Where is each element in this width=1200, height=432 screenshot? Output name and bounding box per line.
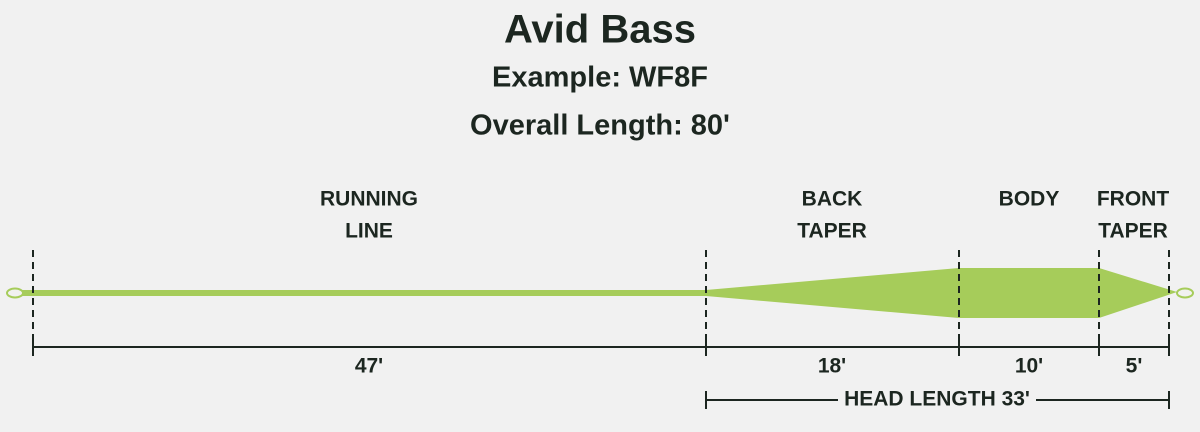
section-length: 47'	[355, 355, 383, 378]
fly-line	[6, 250, 1194, 338]
section-label: TAPER	[797, 220, 867, 243]
head-length: HEAD LENGTH 33'	[844, 388, 1030, 411]
section-label: LINE	[345, 220, 393, 243]
section-length: 18'	[818, 355, 846, 378]
overall-length: Overall Length: 80'	[470, 110, 730, 142]
dimension-line	[32, 338, 1170, 356]
title: Avid Bass	[504, 8, 696, 52]
section-label: TAPER	[1098, 220, 1168, 243]
section-length: 10'	[1015, 355, 1043, 378]
section-length: 5'	[1126, 355, 1143, 378]
head-dimension	[705, 391, 1170, 409]
example: Example: WF8F	[492, 62, 708, 94]
section-label: BACK	[802, 188, 863, 211]
section-label: BODY	[999, 188, 1060, 211]
section-label: FRONT	[1097, 188, 1169, 211]
section-label: RUNNING	[320, 188, 418, 211]
